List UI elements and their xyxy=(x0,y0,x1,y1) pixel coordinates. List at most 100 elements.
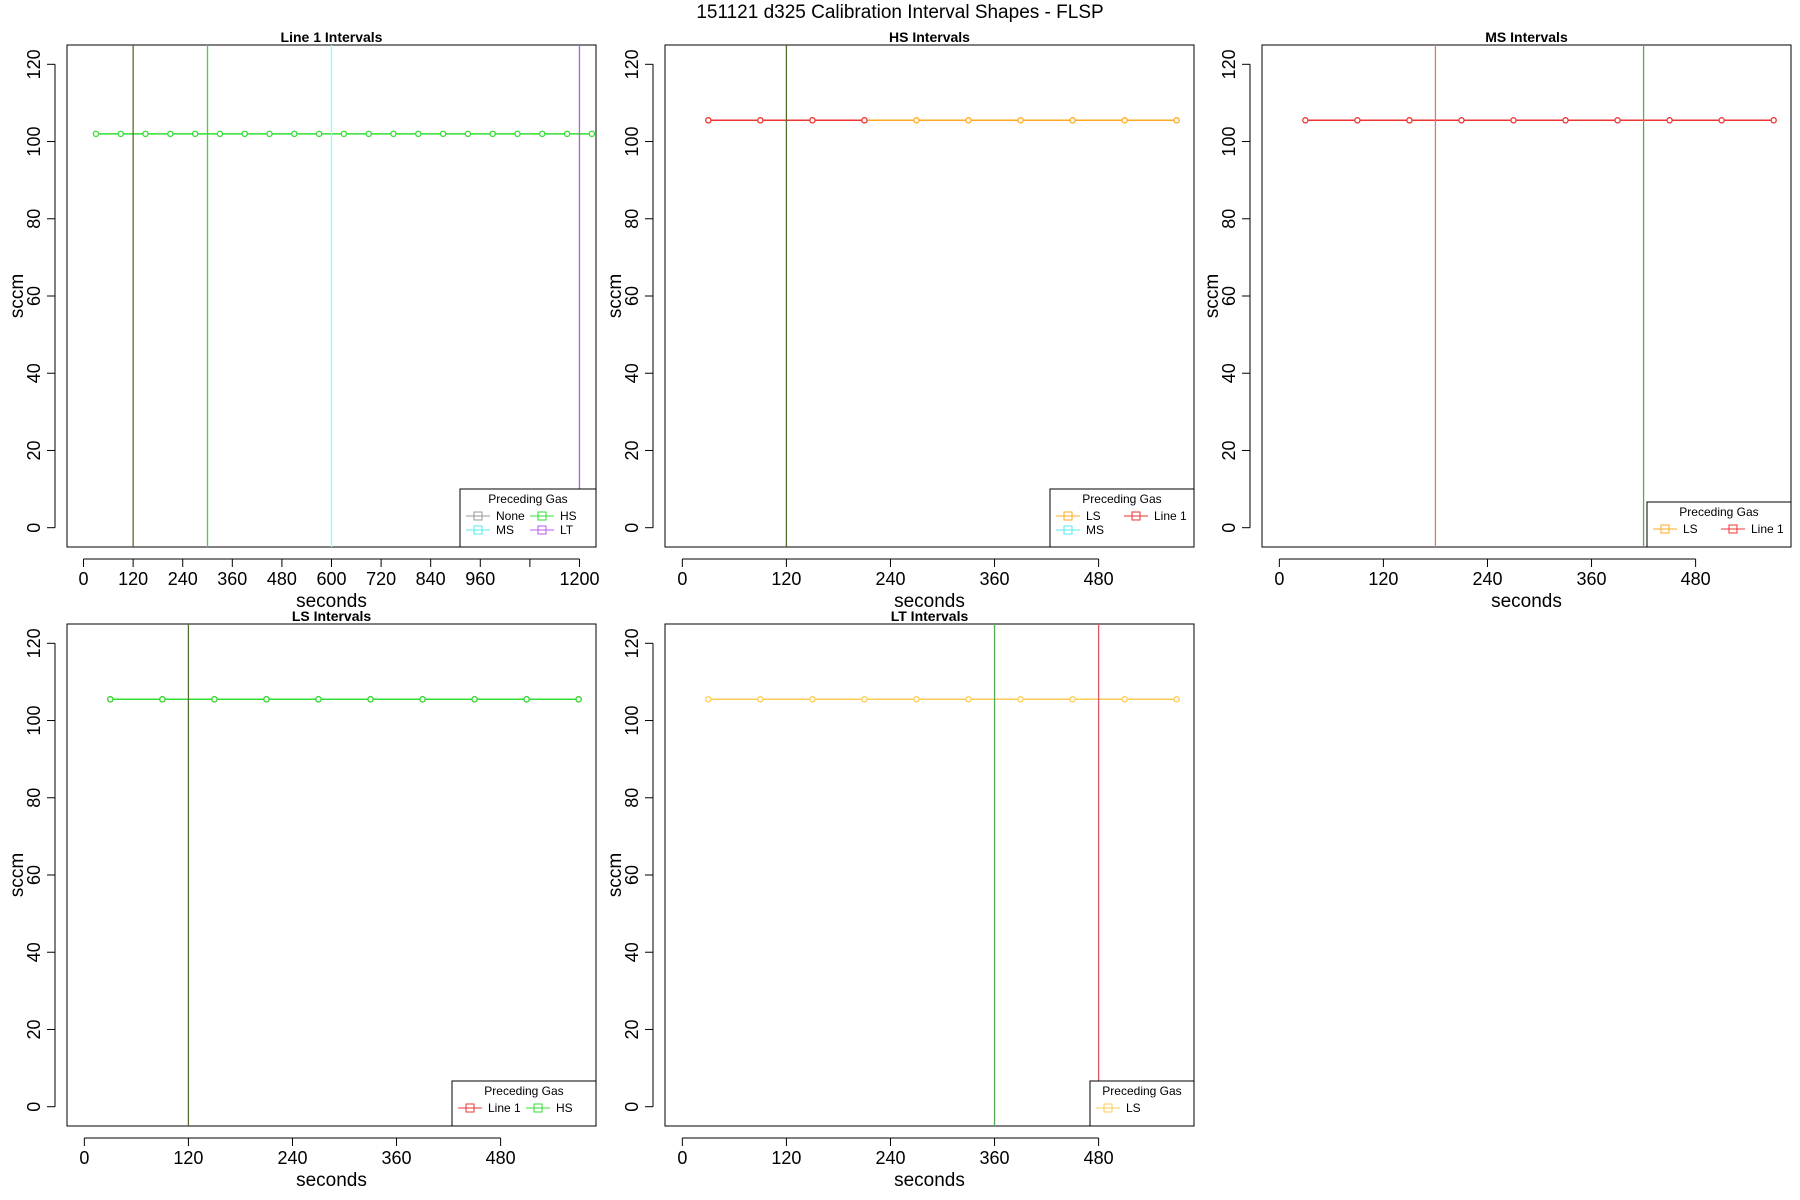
y-tick-label: 20 xyxy=(622,440,642,460)
x-tick-label: 120 xyxy=(1368,569,1398,589)
plot-frame xyxy=(1261,44,1792,548)
data-point xyxy=(1017,696,1024,703)
y-tick-label: 80 xyxy=(622,788,642,808)
data-point xyxy=(1121,696,1128,703)
x-tick-label: 0 xyxy=(79,569,89,589)
data-point xyxy=(1562,117,1569,124)
legend-marker xyxy=(533,1103,543,1113)
y-tick-label: 40 xyxy=(622,363,642,383)
x-tick-label: 960 xyxy=(465,569,495,589)
legend-item-label: LS xyxy=(1683,522,1698,536)
data-point xyxy=(211,696,218,703)
plot-area xyxy=(107,624,582,1126)
data-point xyxy=(1173,696,1180,703)
y-tick-label: 40 xyxy=(622,942,642,962)
x-axis-label: seconds xyxy=(1491,591,1562,612)
y-tick-label: 100 xyxy=(1219,127,1239,157)
legend-marker xyxy=(537,525,547,535)
legend-title: Preceding Gas xyxy=(1082,492,1161,506)
y-tick-label: 60 xyxy=(24,286,44,306)
plot-area xyxy=(1302,45,1777,547)
y-tick-label: 60 xyxy=(622,865,642,885)
legend-item-label: MS xyxy=(1086,523,1104,537)
x-tick-label: 120 xyxy=(771,569,801,589)
legend-title: Preceding Gas xyxy=(1679,505,1758,519)
y-tick-label: 20 xyxy=(24,440,44,460)
legend-marker xyxy=(473,511,483,521)
y-tick-label: 100 xyxy=(24,706,44,736)
legend-item-label: LT xyxy=(560,523,574,537)
data-point xyxy=(315,130,323,138)
legend-item-label: HS xyxy=(556,1101,573,1115)
y-tick-label: 60 xyxy=(24,865,44,885)
data-point xyxy=(489,130,496,138)
data-point xyxy=(1354,117,1361,124)
data-point xyxy=(705,117,712,124)
data-point xyxy=(266,130,273,138)
data-point xyxy=(415,130,422,138)
data-point xyxy=(1017,117,1024,124)
x-tick-label: 480 xyxy=(486,1148,516,1168)
x-axis-label: seconds xyxy=(894,591,965,612)
data-point xyxy=(539,130,546,138)
data-point xyxy=(340,130,348,138)
legend-marker xyxy=(1728,524,1738,534)
data-point xyxy=(263,696,270,703)
y-tick-label: 120 xyxy=(24,49,44,79)
legend-title: Preceding Gas xyxy=(1102,1084,1181,1098)
data-point xyxy=(390,130,397,138)
data-point xyxy=(159,696,166,703)
legend-marker xyxy=(1063,511,1073,521)
legend-item-label: LS xyxy=(1086,509,1101,523)
plot-area xyxy=(705,45,1180,547)
x-tick-label: 240 xyxy=(875,569,905,589)
legend: Preceding Gas LS xyxy=(1089,1080,1195,1127)
x-tick-label: 240 xyxy=(277,1148,307,1168)
x-tick-label: 720 xyxy=(366,569,396,589)
data-point xyxy=(757,696,764,703)
x-tick-label: 360 xyxy=(1577,569,1607,589)
panel-title: Line 1 Intervals xyxy=(281,29,383,45)
legend-marker xyxy=(1103,1103,1113,1113)
data-point xyxy=(1718,117,1725,124)
legend: Preceding Gas None HS MS LT xyxy=(459,488,597,548)
plot-frame xyxy=(66,623,597,1127)
y-tick-label: 120 xyxy=(622,49,642,79)
y-axis-label: sccm xyxy=(605,853,626,897)
y-tick-label: 60 xyxy=(622,286,642,306)
y-tick-label: 40 xyxy=(24,942,44,962)
x-tick-label: 120 xyxy=(118,569,148,589)
data-point xyxy=(965,696,972,703)
y-axis-label: sccm xyxy=(7,853,28,897)
data-point xyxy=(439,130,447,138)
data-point xyxy=(705,696,712,703)
x-tick-label: 480 xyxy=(1681,569,1711,589)
legend-marker xyxy=(1063,525,1073,535)
legend-marker xyxy=(537,511,547,521)
x-tick-label: 240 xyxy=(875,1148,905,1168)
legend-item-label: None xyxy=(496,509,525,523)
data-point xyxy=(1614,117,1621,124)
data-point xyxy=(191,130,199,138)
plot-area xyxy=(705,624,1180,1126)
data-point xyxy=(216,130,224,138)
data-point xyxy=(315,696,322,703)
y-tick-label: 80 xyxy=(24,209,44,229)
x-tick-label: 1200 xyxy=(559,569,599,589)
y-tick-label: 40 xyxy=(1219,363,1239,383)
y-tick-label: 100 xyxy=(24,127,44,157)
data-point xyxy=(1121,117,1128,124)
data-point xyxy=(1510,117,1517,124)
y-tick-label: 0 xyxy=(622,1102,642,1112)
data-point xyxy=(809,696,816,703)
x-tick-label: 0 xyxy=(677,1148,687,1168)
panel-title: HS Intervals xyxy=(889,29,970,45)
figure-title: 151121 d325 Calibration Interval Shapes … xyxy=(696,2,1103,23)
x-tick-label: 480 xyxy=(1084,569,1114,589)
y-axis-label: sccm xyxy=(605,274,626,318)
plot-frame xyxy=(664,44,1195,548)
legend-marker xyxy=(1660,524,1670,534)
panel-3: MS Intervals 0 120 240 360 480 seconds 0 20 40 60 8… xyxy=(1202,29,1792,612)
data-point xyxy=(757,117,764,124)
data-point xyxy=(1173,117,1180,124)
